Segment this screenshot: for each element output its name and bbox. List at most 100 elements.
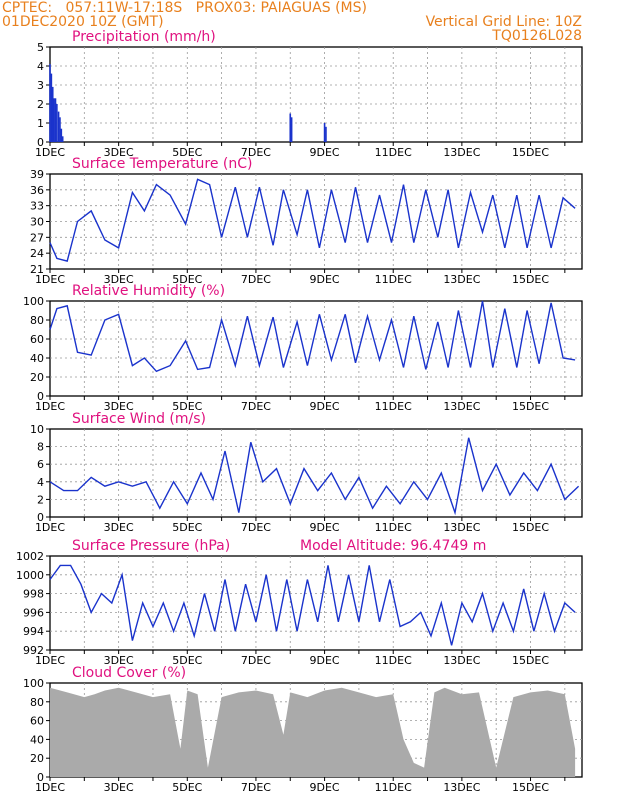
y-tick-label: 30 — [30, 216, 44, 229]
panel-annotation: Model Altitude: 96.4749 m — [300, 538, 486, 554]
panel-title: Relative Humidity (%) — [72, 283, 225, 299]
y-tick-label: 0 — [37, 511, 44, 524]
y-tick-label: 2 — [37, 98, 44, 111]
x-tick-label: 7DEC — [241, 146, 271, 159]
y-tick-label: 4 — [37, 60, 44, 73]
y-tick-label: 60 — [30, 715, 44, 728]
panel-title: Surface Wind (m/s) — [72, 411, 206, 427]
y-tick-label: 24 — [30, 247, 44, 260]
x-tick-label: 11DEC — [375, 273, 412, 286]
y-tick-label: 10 — [30, 423, 44, 436]
series-line — [49, 564, 576, 646]
panel-1: 0 1 2 3 4 5 1DEC 3DEC 5DEC 7DEC 9DEC 11DEC 13DEC 15DE… — [35, 29, 583, 159]
x-tick-label: 13DEC — [443, 521, 480, 534]
x-tick-label: 1DEC — [35, 521, 65, 534]
panel-4: 0 2 4 6 8 10 1DEC 3DEC 5DEC 7DEC 9DEC 11DEC 13DEC 15D… — [30, 411, 583, 534]
x-tick-label: 11DEC — [375, 654, 412, 667]
x-tick-label: 15DEC — [512, 654, 549, 667]
x-tick-label: 11DEC — [375, 400, 412, 413]
x-tick-label: 1DEC — [35, 400, 65, 413]
x-tick-label: 7DEC — [241, 273, 271, 286]
x-tick-label: 1DEC — [35, 654, 65, 667]
x-tick-label: 15DEC — [512, 521, 549, 534]
x-tick-label: 9DEC — [310, 781, 340, 794]
y-tick-label: 40 — [30, 352, 44, 365]
header-model-id: TQ0126L028 — [492, 28, 582, 44]
x-tick-label: 9DEC — [310, 400, 340, 413]
x-tick-label: 7DEC — [241, 654, 271, 667]
panel-title: Surface Pressure (hPa) — [72, 538, 230, 554]
y-tick-label: 3 — [37, 79, 44, 92]
cloud-cover-area — [50, 687, 576, 777]
panel-title: Surface Temperature (nC) — [72, 156, 253, 172]
y-tick-label: 100 — [23, 677, 44, 690]
series-line — [49, 178, 576, 262]
header-station: CPTEC: 057:11W-17:18S PROX03: PAIAGUAS (… — [2, 0, 367, 16]
x-tick-label: 7DEC — [241, 781, 271, 794]
x-tick-label: 3DEC — [104, 400, 134, 413]
x-tick-label: 7DEC — [241, 400, 271, 413]
y-tick-label: 33 — [30, 200, 44, 213]
y-tick-label: 4 — [37, 476, 44, 489]
x-tick-label: 9DEC — [310, 273, 340, 286]
y-tick-label: 36 — [30, 184, 44, 197]
panel-title: Cloud Cover (%) — [72, 665, 186, 681]
y-tick-label: 39 — [30, 168, 44, 181]
y-tick-label: 0 — [37, 136, 44, 149]
x-tick-label: 3DEC — [104, 654, 134, 667]
y-tick-label: 996 — [23, 606, 44, 619]
y-tick-label: 20 — [30, 371, 44, 384]
x-tick-label: 13DEC — [443, 654, 480, 667]
y-tick-label: 20 — [30, 752, 44, 765]
x-tick-label: 15DEC — [512, 400, 549, 413]
x-tick-label: 11DEC — [375, 521, 412, 534]
y-tick-label: 6 — [37, 458, 44, 471]
y-tick-label: 1002 — [16, 550, 44, 563]
x-tick-label: 11DEC — [375, 146, 412, 159]
x-tick-label: 7DEC — [241, 521, 271, 534]
panel-frame — [49, 46, 583, 143]
x-tick-label: 9DEC — [310, 146, 340, 159]
x-tick-label: 13DEC — [443, 146, 480, 159]
header-datetime: 01DEC2020 10Z (GMT) — [2, 14, 164, 30]
x-tick-label: 13DEC — [443, 273, 480, 286]
x-tick-label: 5DEC — [172, 654, 202, 667]
x-tick-label: 15DEC — [512, 146, 549, 159]
panel-frame — [49, 428, 583, 518]
y-tick-label: 80 — [30, 314, 44, 327]
y-tick-label: 80 — [30, 696, 44, 709]
y-tick-label: 0 — [37, 390, 44, 403]
x-tick-label: 11DEC — [375, 781, 412, 794]
x-tick-label: 9DEC — [310, 521, 340, 534]
x-tick-label: 5DEC — [172, 781, 202, 794]
x-tick-label: 3DEC — [104, 781, 134, 794]
y-tick-label: 8 — [37, 441, 44, 454]
x-tick-label: 5DEC — [172, 400, 202, 413]
panel-6: 0 20 40 60 80 100 1DEC 3DEC 5DEC 7DEC 9DEC 11DEC 13D… — [23, 665, 583, 794]
series-line — [49, 300, 576, 373]
panel-title: Precipitation (mm/h) — [72, 29, 216, 45]
x-tick-label: 15DEC — [512, 273, 549, 286]
y-tick-label: 992 — [23, 644, 44, 657]
y-tick-label: 994 — [23, 625, 44, 638]
x-tick-label: 1DEC — [35, 273, 65, 286]
panel-5: 992 994 996 998 1000 1002 1DEC 3DEC 5DEC 7DEC 9DEC… — [16, 538, 583, 667]
y-tick-label: 60 — [30, 333, 44, 346]
y-tick-label: 27 — [30, 231, 44, 244]
x-tick-label: 5DEC — [172, 521, 202, 534]
x-tick-label: 13DEC — [443, 781, 480, 794]
x-tick-label: 3DEC — [104, 146, 134, 159]
series-line — [49, 437, 580, 516]
y-tick-label: 40 — [30, 733, 44, 746]
x-tick-label: 13DEC — [443, 400, 480, 413]
y-tick-label: 1 — [37, 117, 44, 130]
y-tick-label: 998 — [23, 588, 44, 601]
x-tick-label: 1DEC — [35, 146, 65, 159]
panel-frame — [49, 300, 583, 397]
panel-2: 21 24 27 30 33 36 39 1DEC 3DEC 5DEC 7DEC 9DEC 11DEC 1… — [30, 156, 583, 286]
y-tick-label: 0 — [37, 771, 44, 784]
x-tick-label: 9DEC — [310, 654, 340, 667]
header-grid-note: Vertical Grid Line: 10Z — [425, 14, 582, 30]
y-tick-label: 1000 — [16, 569, 44, 582]
